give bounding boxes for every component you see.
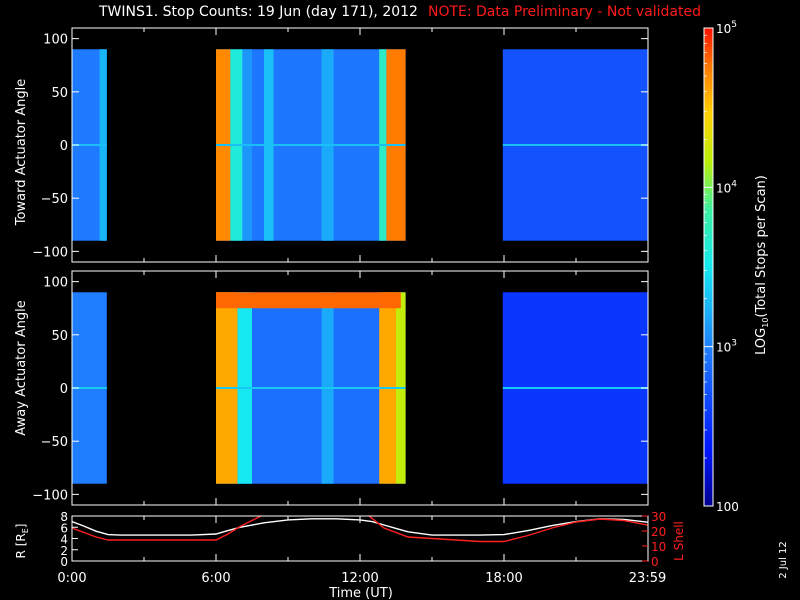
ytick-label: 0 — [60, 382, 68, 397]
colorbar-label-prefix: LOG — [754, 328, 769, 355]
toward-heatmap-panel: 100 50 0 −50 −100 — [32, 27, 649, 263]
time-tick-label: 6:00 — [201, 571, 230, 586]
l-shell-tick-label: 0 — [651, 555, 659, 569]
ytick-label: 50 — [51, 329, 68, 344]
series-line-l-shell — [72, 516, 648, 543]
r-tick-label: 8 — [60, 510, 68, 524]
heatmap-top-band — [216, 292, 401, 309]
r-axis-label-suffix: ] — [14, 524, 28, 529]
colorbar-tick-label: 105 — [716, 20, 737, 36]
away-ylabel: Away Actuator Angle — [14, 300, 29, 435]
r-axis-label-prefix: R [R — [14, 533, 28, 558]
l-shell-tick-label: 30 — [651, 510, 666, 524]
l-shell-tick-label: 10 — [651, 540, 666, 554]
toward-ylabel: Toward Actuator Angle — [14, 79, 29, 226]
ytick-label: 100 — [43, 33, 68, 48]
chart-title: TWINS1. Stop Counts: 19 Jun (day 171), 2… — [0, 4, 800, 20]
colorbar-fill — [704, 28, 713, 506]
chart-title-main: TWINS1. Stop Counts: 19 Jun (day 171), 2… — [98, 4, 418, 20]
r-tick-label: 4 — [60, 533, 68, 547]
ytick-label: −100 — [32, 245, 68, 260]
ytick-label: −50 — [41, 192, 68, 207]
ytick-label: 0 — [60, 139, 68, 154]
time-tick-label: 0:00 — [57, 571, 86, 586]
series-line-r-distance — [72, 518, 648, 536]
colorbar-tick-label: 100 — [716, 500, 739, 514]
time-tick-label: 18:00 — [485, 571, 522, 586]
r-tick-label: 0 — [60, 555, 68, 569]
ytick-label: −50 — [41, 435, 68, 450]
colorbar-tick-label: 104 — [716, 179, 737, 195]
ytick-label: −100 — [32, 488, 68, 503]
l-shell-tick-label: 20 — [651, 525, 666, 539]
time-axis-label: Time (UT) — [328, 586, 393, 600]
date-stamp: 2 Jul 12 — [778, 541, 789, 579]
chart-title-note: NOTE: Data Preliminary - Not validated — [427, 4, 701, 20]
ytick-label: 100 — [43, 276, 68, 291]
ytick-label: 50 — [51, 86, 68, 101]
r-axis-label: R [RE] — [14, 524, 30, 559]
colorbar-label-sub: 10 — [761, 318, 770, 328]
colorbar: 105 104 103 100 — [703, 20, 739, 514]
l-shell-axis-label: L Shell — [672, 521, 686, 561]
r-tick-label: 6 — [60, 521, 68, 535]
time-tick-label: 23:59 — [629, 571, 666, 586]
colorbar-label-suffix: (Total Stops per Scan) — [754, 175, 769, 317]
away-heatmap-panel: 100 50 0 −50 −100 — [32, 270, 649, 506]
r-axis-label-sub: E — [21, 528, 30, 533]
colorbar-tick-label: 103 — [716, 339, 737, 355]
colorbar-label: LOG10(Total Stops per Scan) — [754, 175, 770, 355]
time-tick-label: 12:00 — [341, 571, 378, 586]
r-tick-label: 2 — [60, 544, 68, 558]
